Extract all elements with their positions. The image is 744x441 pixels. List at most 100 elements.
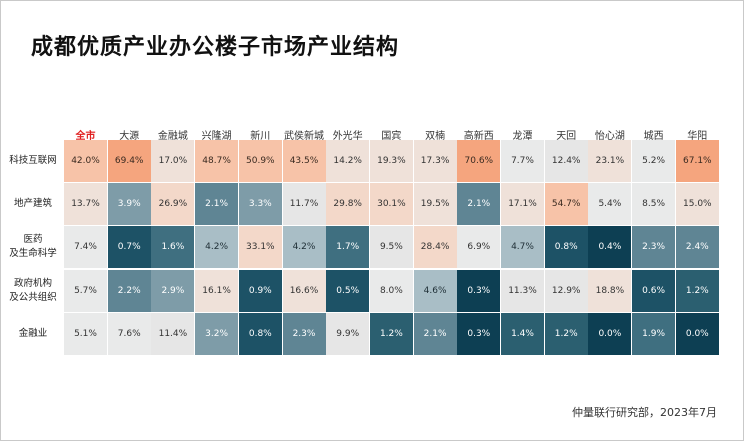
row-label-line: 及公共组织 <box>9 291 57 303</box>
column-header: 龙潭 <box>512 131 533 142</box>
heatmap-cell: 0.8% <box>544 226 588 269</box>
column-header: 国宾 <box>381 131 402 142</box>
heatmap-cell: 4.6% <box>413 269 457 312</box>
heatmap-cell: 6.9% <box>457 226 501 269</box>
heatmap-cell: 26.9% <box>151 183 195 226</box>
row-label: 地产建筑 <box>3 183 63 225</box>
heatmap-cell: 0.5% <box>326 269 370 312</box>
heatmap-cell: 16.1% <box>195 269 239 312</box>
column-header: 城西 <box>643 131 664 142</box>
column-header: 高新西 <box>463 131 494 142</box>
heatmap-cell: 3.3% <box>238 183 282 226</box>
heatmap-cell: 0.9% <box>238 269 282 312</box>
row-label-line: 及生命科学 <box>9 248 57 260</box>
heatmap-cell: 5.1% <box>64 312 107 355</box>
heatmap-cell: 4.2% <box>195 226 239 269</box>
heatmap-cell: 7.4% <box>64 226 107 269</box>
heatmap-cell: 67.1% <box>675 140 719 182</box>
heatmap-cell: 2.2% <box>107 269 151 312</box>
heatmap-cell: 0.4% <box>588 226 632 269</box>
heatmap-cell: 23.1% <box>588 140 632 182</box>
heatmap-cell: 13.7% <box>64 183 107 226</box>
column-header: 金融城 <box>157 131 188 142</box>
heatmap-cell: 11.3% <box>501 269 544 312</box>
heatmap-cell: 28.4% <box>413 226 457 269</box>
column-header: 兴隆湖 <box>201 131 232 142</box>
heatmap-cell: 3.2% <box>195 312 239 355</box>
heatmap-cell: 2.3% <box>282 312 326 355</box>
heatmap-cell: 0.7% <box>107 226 151 269</box>
heatmap-cell: 17.3% <box>413 140 457 182</box>
heatmap-cell: 42.0% <box>64 140 107 182</box>
heatmap-cell: 48.7% <box>195 140 239 182</box>
column-header: 武侯新城 <box>284 131 324 142</box>
heatmap-cell: 5.4% <box>588 183 632 226</box>
row-label-line: 医药 <box>23 234 43 246</box>
heatmap-cell: 0.0% <box>675 312 719 355</box>
heatmap-cell: 11.7% <box>282 183 326 226</box>
heatmap-cell: 1.7% <box>326 226 370 269</box>
heatmap-cell: 19.3% <box>369 140 413 182</box>
heatmap-cell: 0.6% <box>632 269 676 312</box>
heatmap-cell: 43.5% <box>282 140 326 182</box>
column-header: 华阳 <box>687 131 708 142</box>
heatmap-cell: 4.2% <box>282 226 326 269</box>
column-header: 怡心湖 <box>594 131 625 142</box>
heatmap-cell: 2.1% <box>413 312 457 355</box>
heatmap-cell: 5.7% <box>64 269 107 312</box>
row-label-line: 地产建筑 <box>13 198 52 210</box>
heatmap-cell: 8.0% <box>369 269 413 312</box>
heatmap-cell: 0.3% <box>457 312 501 355</box>
heatmap-cell: 70.6% <box>457 140 501 182</box>
heatmap-cell: 2.9% <box>151 269 195 312</box>
heatmap-cell: 1.2% <box>544 312 588 355</box>
column-header: 大源 <box>119 131 140 142</box>
heatmap-cell: 12.4% <box>544 140 588 182</box>
heatmap-cell: 18.8% <box>588 269 632 312</box>
page-title: 成都优质产业办公楼子市场产业结构 <box>31 35 400 60</box>
heatmap-cell: 3.9% <box>107 183 151 226</box>
row-label-line: 政府机构 <box>13 277 52 289</box>
heatmap-cell: 9.9% <box>326 312 370 355</box>
heatmap-cell: 2.3% <box>632 226 676 269</box>
heatmap-cell: 29.8% <box>326 183 370 226</box>
row-label: 科技互联网 <box>3 140 63 182</box>
column-header: 全市 <box>75 131 96 142</box>
heatmap-cell: 14.2% <box>326 140 370 182</box>
heatmap-cell: 30.1% <box>369 183 413 226</box>
heatmap-cell: 69.4% <box>107 140 151 182</box>
heatmap-cell: 7.7% <box>501 140 544 182</box>
heatmap-cell: 17.1% <box>501 183 544 226</box>
heatmap-cell: 12.9% <box>544 269 588 312</box>
heatmap-cell: 2.4% <box>675 226 719 269</box>
row-label: 金融业 <box>3 313 63 355</box>
heatmap-cell: 0.3% <box>457 269 501 312</box>
heatmap-cell: 0.0% <box>588 312 632 355</box>
column-header: 新川 <box>250 131 271 142</box>
heatmap-cell: 1.9% <box>632 312 676 355</box>
heatmap-cell: 0.8% <box>238 312 282 355</box>
heatmap-cell: 5.2% <box>632 140 676 182</box>
row-label: 医药 及生命科学 <box>3 226 63 268</box>
heatmap-cell: 2.1% <box>195 183 239 226</box>
column-header: 双楠 <box>425 131 446 142</box>
heatmap-cell: 8.5% <box>632 183 676 226</box>
column-header: 外光华 <box>332 131 363 142</box>
heatmap-cell: 15.0% <box>675 183 719 226</box>
heatmap-cell: 1.4% <box>501 312 544 355</box>
heatmap-cell: 50.9% <box>238 140 282 182</box>
heatmap-cell: 1.6% <box>151 226 195 269</box>
heatmap-cell: 4.7% <box>501 226 544 269</box>
heatmap-cell: 9.5% <box>369 226 413 269</box>
row-label-line: 科技互联网 <box>9 155 57 166</box>
heatmap-cell: 2.1% <box>457 183 501 226</box>
source-note: 仲量联行研究部，2023年7月 <box>572 406 717 419</box>
heatmap-cell: 54.7% <box>544 183 588 226</box>
heatmap-cell: 17.0% <box>151 140 195 182</box>
row-label-line: 金融业 <box>18 327 48 339</box>
column-header: 天回 <box>556 131 577 142</box>
row-label: 政府机构 及公共组织 <box>3 270 63 312</box>
heatmap-cell: 16.6% <box>282 269 326 312</box>
heatmap-cell: 1.2% <box>675 269 719 312</box>
